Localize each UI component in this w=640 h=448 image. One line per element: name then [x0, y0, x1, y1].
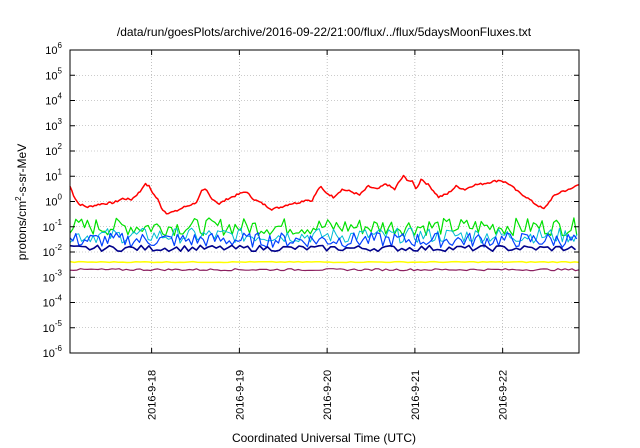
series-line-5 — [69, 244, 576, 253]
y-tick-label: 103 — [45, 117, 62, 133]
grid — [70, 50, 579, 353]
y-tick-label: 100 — [45, 193, 62, 209]
series-line-6 — [69, 260, 580, 264]
y-tick-label: 10-4 — [43, 294, 63, 310]
x-tick-label: 2016-9-22 — [498, 370, 510, 420]
chart-title: /data/run/goesPlots/archive/2016-09-22/2… — [117, 25, 532, 39]
y-axis-label: protons/cm2-s-sr-MeV — [14, 144, 29, 260]
y-tick-label: 105 — [45, 66, 62, 82]
x-tick-label: 2016-9-21 — [410, 370, 422, 420]
y-tick-label: 10-3 — [43, 268, 63, 284]
y-tick-label: 104 — [45, 92, 62, 108]
x-axis-label: Coordinated Universal Time (UTC) — [232, 431, 416, 445]
y-axis: 10-6 10-5 10-4 10-3 10-2 10-1 100 101 102 103 104 1… — [43, 41, 579, 360]
y-tick-label: 101 — [45, 167, 62, 183]
x-tick-label: 2016-9-20 — [322, 370, 334, 420]
y-tick-label: 10-5 — [43, 319, 63, 335]
y-tick-label: 106 — [45, 41, 62, 57]
x-tick-label: 2016-9-19 — [234, 370, 246, 420]
y-tick-label: 10-1 — [43, 218, 63, 234]
y-tick-label: 102 — [45, 142, 62, 158]
series-group — [69, 174, 580, 272]
series-line-2 — [69, 217, 578, 237]
series-line-7 — [69, 268, 580, 272]
series-line-4 — [69, 232, 578, 248]
series-line-3 — [69, 227, 578, 244]
x-axis: 2016-9-18 2016-9-19 2016-9-20 2016-9-21 2016… — [147, 50, 510, 420]
y-tick-label: 10-6 — [43, 344, 63, 360]
x-tick-label: 2016-9-18 — [147, 370, 159, 420]
series-line-1 — [69, 174, 580, 215]
y-tick-label: 10-2 — [43, 243, 63, 259]
